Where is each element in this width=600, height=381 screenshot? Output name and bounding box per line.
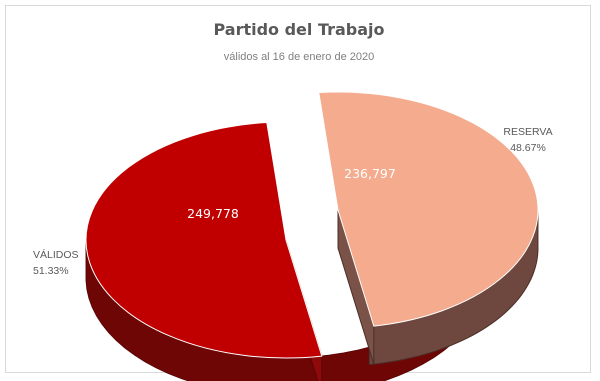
slice-reserva <box>318 91 539 327</box>
data-label-reserva: 236,797 <box>344 166 396 181</box>
percent-label-validos: 51.33% <box>33 265 69 277</box>
category-label-validos: VÁLIDOS <box>33 248 79 261</box>
slice-validos <box>85 122 323 359</box>
category-label-reserva: RESERVA <box>503 126 552 138</box>
chart-subtitle: válidos al 16 de enero de 2020 <box>223 51 375 63</box>
percent-label-reserva: 48.67% <box>510 142 546 154</box>
chart-title: Partido del Trabajo <box>213 20 385 39</box>
data-label-validos: 249,778 <box>187 206 239 221</box>
